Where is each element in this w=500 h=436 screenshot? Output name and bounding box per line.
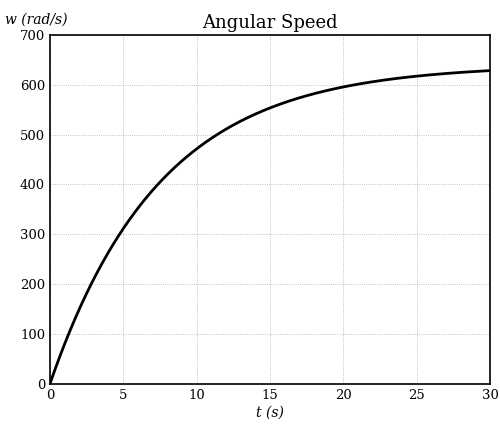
Title: Angular Speed: Angular Speed [202, 14, 338, 32]
Text: w (rad/s): w (rad/s) [5, 13, 68, 27]
X-axis label: t (s): t (s) [256, 406, 284, 420]
